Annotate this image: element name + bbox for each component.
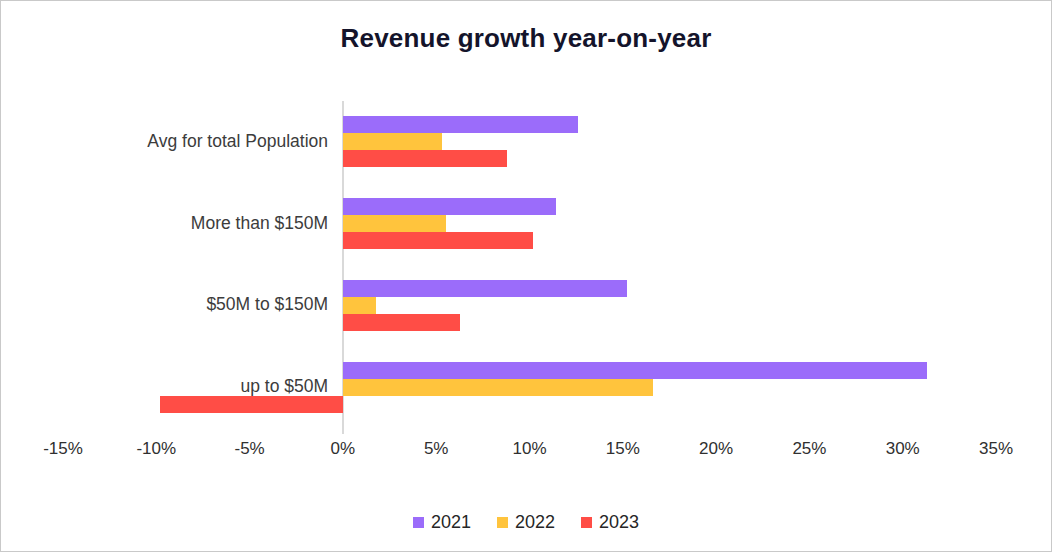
legend-label: 2023	[599, 512, 639, 533]
legend-swatch-2023	[581, 517, 592, 528]
chart-frame: Revenue growth year-on-year Avg for tota…	[0, 0, 1052, 552]
x-tick-label: 35%	[979, 439, 1013, 459]
x-tick-label: 20%	[699, 439, 733, 459]
bar-2021-category-0	[343, 116, 578, 133]
bar-2023-category-2	[343, 314, 461, 331]
x-tick-label: 10%	[512, 439, 546, 459]
category-label: Avg for total Population	[1, 131, 328, 152]
x-tick-label: 15%	[606, 439, 640, 459]
legend-swatch-2021	[413, 517, 424, 528]
legend-swatch-2022	[497, 517, 508, 528]
x-tick-label: 30%	[886, 439, 920, 459]
bar-2021-category-3	[343, 362, 927, 379]
category-label: up to $50M	[1, 376, 328, 397]
x-tick-label: -10%	[136, 439, 176, 459]
bar-2021-category-1	[343, 198, 556, 215]
bar-2022-category-2	[343, 297, 377, 314]
bar-2023-category-3	[160, 396, 343, 413]
plot-area: Avg for total Population More than $150M $…	[1, 1, 1051, 551]
category-label: More than $150M	[1, 213, 328, 234]
category-label: $50M to $150M	[1, 294, 328, 315]
bar-2022-category-0	[343, 133, 442, 150]
bar-2022-category-1	[343, 215, 446, 232]
legend-label: 2022	[515, 512, 555, 533]
x-tick-label: -15%	[43, 439, 83, 459]
x-tick-label: -5%	[234, 439, 264, 459]
bar-2023-category-0	[343, 150, 507, 167]
x-tick-label: 0%	[331, 439, 356, 459]
bar-2021-category-2	[343, 280, 627, 297]
bar-2022-category-3	[343, 379, 653, 396]
x-tick-label: 5%	[424, 439, 449, 459]
legend-item-2022: 2022	[497, 512, 555, 533]
legend: 2021 2022 2023	[1, 512, 1051, 533]
legend-item-2023: 2023	[581, 512, 639, 533]
bar-2023-category-1	[343, 232, 533, 249]
legend-item-2021: 2021	[413, 512, 471, 533]
x-tick-label: 25%	[792, 439, 826, 459]
legend-label: 2021	[431, 512, 471, 533]
